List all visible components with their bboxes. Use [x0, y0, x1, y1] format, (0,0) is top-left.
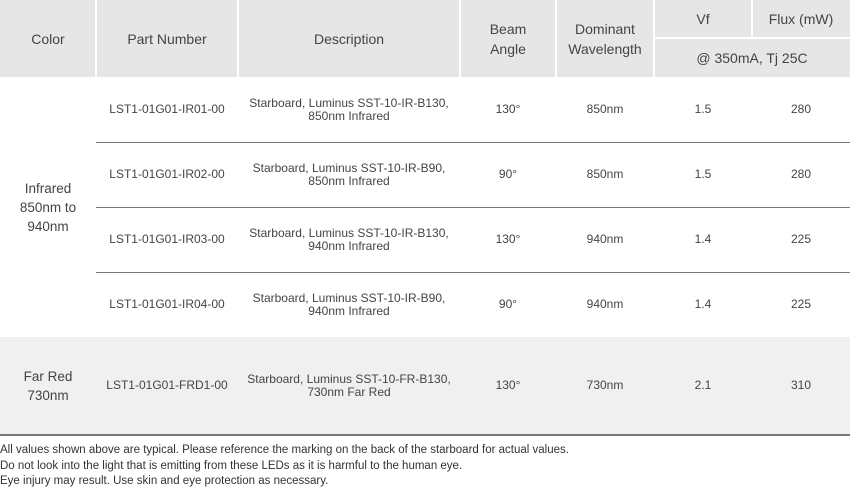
wl-cell: 940nm [586, 297, 624, 311]
part-cell: LST1-01G01-FRD1-00 [106, 378, 228, 392]
flux-cell: 280 [790, 102, 812, 116]
part-cell: LST1-01G01-IR02-00 [109, 167, 225, 181]
description-line: 850nm Infrared [308, 173, 390, 188]
description-line: 940nm Infrared [308, 238, 390, 253]
part-cell: LST1-01G01-IR01-00 [109, 102, 225, 116]
description-cell: Starboard, Luminus SST-10-IR-B90, 940nm I… [238, 272, 460, 337]
description-line: Starboard, Luminus SST-10-IR-B90, [252, 160, 446, 175]
wl-cell: 940nm [586, 232, 624, 246]
beam-cell: 130° [495, 232, 521, 246]
description-line: Starboard, Luminus SST-10-IR-B130, [249, 95, 449, 110]
beam-cell: 90° [498, 167, 518, 181]
description-line: Starboard, Luminus SST-10-IR-B130, [249, 225, 449, 240]
row-divider [96, 207, 850, 208]
header-beam-angle: Beam Angle [460, 0, 556, 77]
wl-cell: 850nm [586, 167, 624, 181]
header-conditions: @ 350mA, Tj 25C [654, 38, 850, 77]
header-color: Color [0, 0, 96, 77]
description-cell: Starboard, Luminus SST-10-FR-B130, 730nm … [238, 337, 460, 434]
beam-cell: 130° [495, 378, 521, 392]
group-color-label: Infrared 850nm to 940nm [19, 180, 77, 234]
group-color-label: Far Red 730nm [23, 368, 73, 403]
row-divider [96, 272, 850, 273]
vf-cell: 1.5 [694, 167, 712, 181]
description-cell: Starboard, Luminus SST-10-IR-B130, 940nm … [238, 207, 460, 272]
header-part-number: Part Number [96, 0, 238, 77]
vf-cell: 1.4 [694, 297, 712, 311]
part-cell: LST1-01G01-IR03-00 [109, 232, 225, 246]
description-line: 940nm Infrared [308, 303, 390, 318]
flux-cell: 280 [790, 167, 812, 181]
description-line: Starboard, Luminus SST-10-IR-B90, [252, 290, 446, 305]
header-divider [95, 0, 97, 77]
footnote: Do not look into the light that is emitt… [0, 459, 463, 472]
header-divider [459, 0, 461, 77]
header-divider [555, 0, 557, 77]
flux-cell: 225 [790, 232, 812, 246]
row-divider [96, 142, 850, 143]
description-cell: Starboard, Luminus SST-10-IR-B130, 850nm … [238, 77, 460, 142]
header-description: Description [238, 0, 460, 77]
description-line: Starboard, Luminus SST-10-FR-B130, [247, 371, 451, 386]
wl-cell: 730nm [586, 378, 624, 392]
beam-cell: 90° [498, 297, 518, 311]
description-cell: Starboard, Luminus SST-10-IR-B90, 850nm I… [238, 142, 460, 207]
beam-cell: 130° [495, 102, 521, 116]
vf-cell: 1.5 [694, 102, 712, 116]
flux-cell: 310 [790, 378, 812, 392]
header-divider [237, 0, 239, 77]
description-line: 730nm Far Red [307, 384, 391, 399]
description-line: 850nm Infrared [308, 108, 390, 123]
part-cell: LST1-01G01-IR04-00 [109, 297, 225, 311]
footnote: All values shown above are typical. Plea… [0, 444, 569, 456]
flux-cell: 225 [790, 297, 812, 311]
group-background [0, 337, 850, 434]
wl-cell: 850nm [586, 102, 624, 116]
footnote: Eye injury may result. Use skin and eye … [0, 475, 329, 487]
vf-cell: 1.4 [694, 232, 712, 246]
header-vf: Vf [654, 0, 752, 38]
group-divider [0, 434, 850, 436]
vf-cell: 2.1 [694, 378, 712, 392]
header-flux: Flux (mW) [752, 0, 850, 38]
header-divider [654, 37, 850, 39]
header-divider [751, 0, 753, 38]
header-dominant-wavelength: Dominant Wavelength [556, 0, 654, 77]
